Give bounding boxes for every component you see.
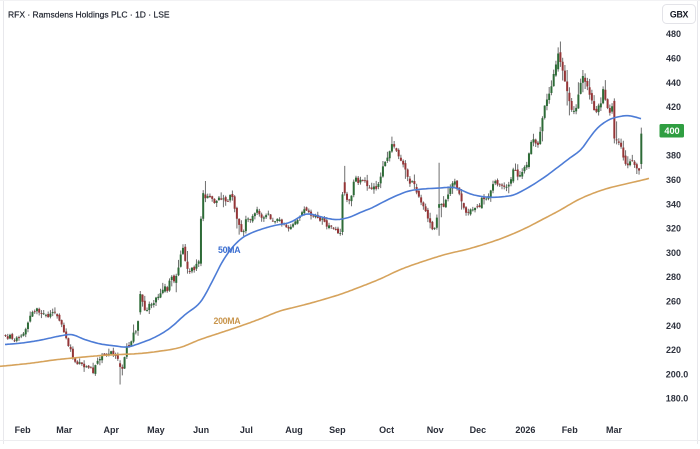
- svg-text:460: 460: [666, 54, 681, 64]
- svg-text:440: 440: [666, 78, 681, 88]
- svg-text:Oct: Oct: [379, 425, 394, 435]
- svg-text:260: 260: [666, 297, 681, 307]
- svg-text:Mar: Mar: [606, 425, 623, 435]
- svg-text:Nov: Nov: [427, 425, 444, 435]
- svg-text:360: 360: [666, 175, 681, 185]
- svg-text:Mar: Mar: [56, 425, 73, 435]
- svg-text:200MA: 200MA: [214, 316, 242, 326]
- svg-text:50MA: 50MA: [218, 245, 241, 255]
- svg-text:2026: 2026: [515, 425, 535, 435]
- svg-text:300: 300: [666, 248, 681, 258]
- svg-text:180.0: 180.0: [666, 394, 689, 404]
- svg-text:220: 220: [666, 345, 681, 355]
- svg-text:200.0: 200.0: [666, 369, 689, 379]
- svg-text:420: 420: [666, 102, 681, 112]
- svg-text:Apr: Apr: [104, 425, 120, 435]
- svg-text:480: 480: [666, 29, 681, 39]
- svg-text:320: 320: [666, 224, 681, 234]
- svg-text:Feb: Feb: [15, 425, 32, 435]
- svg-text:Sep: Sep: [329, 425, 346, 435]
- svg-text:Dec: Dec: [470, 425, 487, 435]
- svg-text:Feb: Feb: [562, 425, 579, 435]
- svg-text:240: 240: [666, 321, 681, 331]
- svg-text:May: May: [147, 425, 165, 435]
- svg-text:Jun: Jun: [193, 425, 209, 435]
- svg-text:380: 380: [666, 151, 681, 161]
- svg-text:280: 280: [666, 272, 681, 282]
- svg-text:Aug: Aug: [285, 425, 303, 435]
- svg-text:Jul: Jul: [240, 425, 253, 435]
- svg-text:400: 400: [664, 126, 679, 136]
- svg-text:GBX: GBX: [670, 10, 689, 20]
- svg-text:340: 340: [666, 199, 681, 209]
- svg-text:RFX · Ramsdens Holdings PLC ·: RFX · Ramsdens Holdings PLC · 1D · LSE: [8, 10, 170, 20]
